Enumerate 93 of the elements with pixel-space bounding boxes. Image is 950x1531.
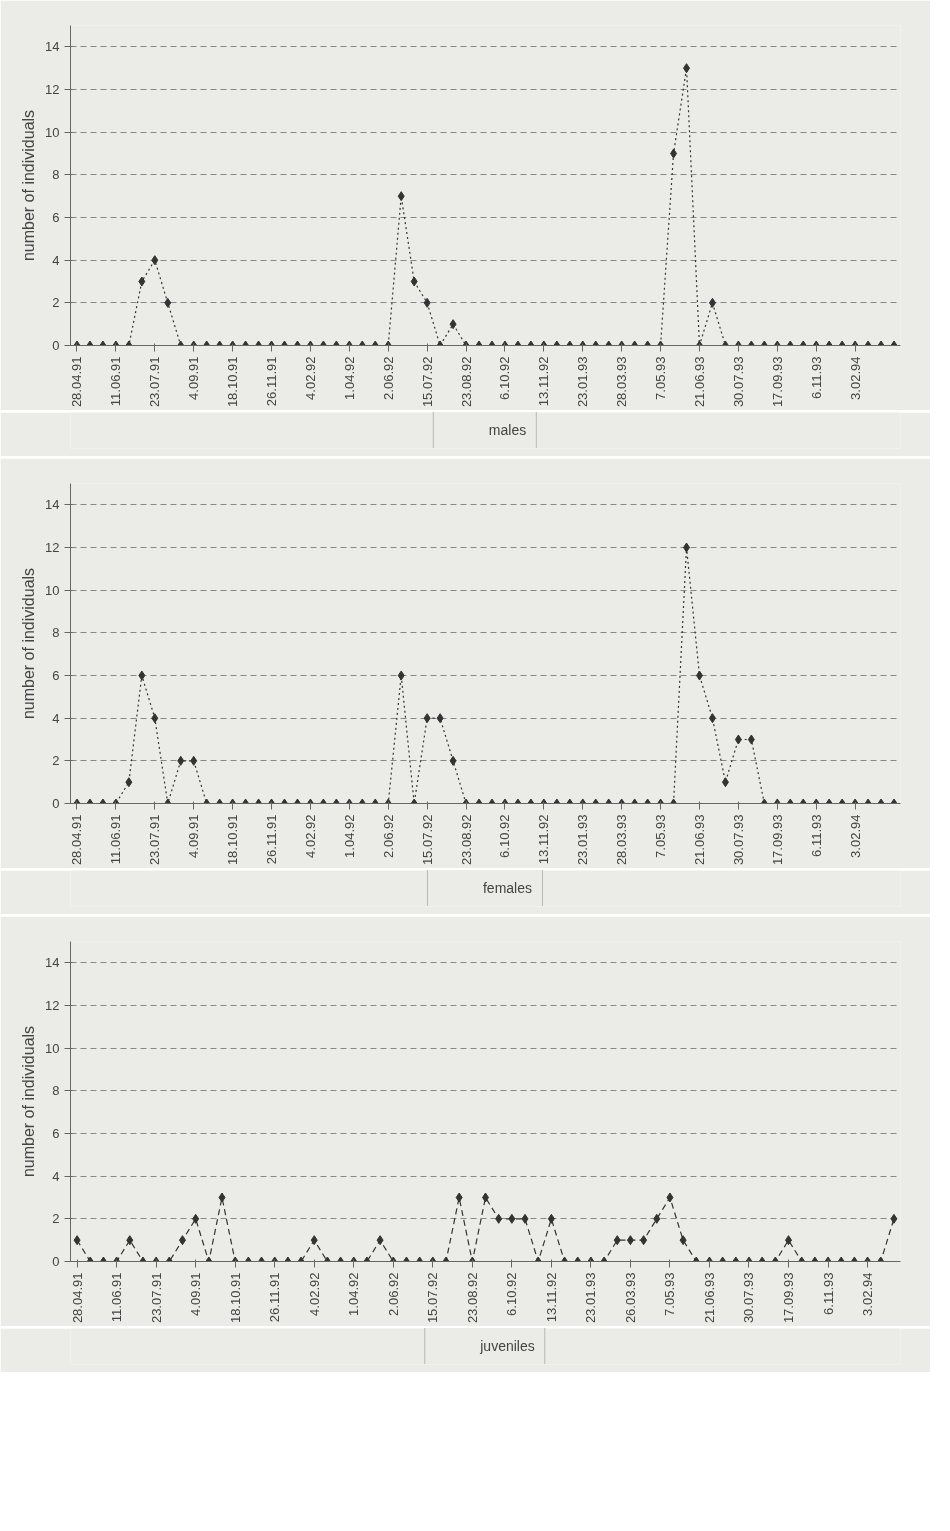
x-tick-label: 17.09.93: [769, 814, 785, 866]
x-tick-label: 17.09.93: [769, 356, 785, 408]
x-tick-label: 28.03.93: [614, 356, 630, 408]
x-tick-label: 4.09.91: [186, 356, 202, 400]
x-tick-label: 4.02.92: [302, 814, 318, 858]
y-tick-label: 4: [52, 252, 60, 268]
x-tick-label: 7.05.93: [662, 1272, 678, 1316]
y-tick-label: 10: [45, 582, 60, 598]
x-tick-label: 23.01.93: [575, 356, 591, 408]
x-tick-label: 23.08.92: [458, 814, 474, 866]
x-tick-label: 11.06.91: [108, 356, 124, 407]
x-tick-label: 4.09.91: [188, 1272, 204, 1316]
x-tick-label: 11.06.91: [109, 1272, 125, 1323]
text: males: [488, 422, 527, 438]
x-tick-label: 28.03.93: [614, 814, 630, 866]
x-tick-label: 18.10.91: [225, 814, 241, 866]
x-tick-label: 17.09.93: [781, 1272, 797, 1324]
y-tick-label: 12: [45, 82, 60, 97]
x-tick-label: 23.08.92: [458, 356, 474, 408]
x-tick-label: 21.06.93: [691, 356, 707, 408]
y-tick-label: 8: [52, 167, 60, 183]
y-tick-label: 6: [52, 1126, 60, 1141]
x-tick-label: 6.11.93: [820, 1272, 836, 1315]
x-tick-label: 4.02.92: [302, 356, 318, 400]
x-tick-label: 26.03.93: [622, 1272, 638, 1324]
y-tick-label: 0: [52, 338, 60, 353]
x-tick-label: 26.11.91: [264, 356, 280, 407]
x-tick-label: 23.07.91: [147, 356, 163, 408]
x-tick-label: 30.07.93: [730, 814, 746, 866]
x-tick-label: 15.07.92: [425, 1272, 441, 1324]
y-tick-label: 0: [52, 796, 60, 811]
x-tick-label: 18.10.91: [225, 356, 241, 408]
x-tick-label: 26.11.91: [267, 1272, 283, 1323]
x-tick-label: 2.06.92: [385, 1272, 401, 1316]
x-tick-label: 2.06.92: [380, 814, 396, 858]
x-tick-label: 6.10.92: [504, 1272, 520, 1316]
x-tick-label: 23.07.91: [147, 814, 163, 866]
y-tick-label: 2: [52, 295, 60, 311]
y-axis-title: number of individuals: [20, 109, 38, 262]
x-tick-label: 13.11.92: [536, 356, 552, 407]
x-tick-label: 4.02.92: [306, 1272, 322, 1316]
x-tick-label: 26.11.91: [264, 814, 280, 865]
x-tick-label: 6.11.93: [808, 356, 824, 399]
x-tick-label: 28.04.91: [69, 356, 85, 408]
x-tick-label: 15.07.92: [419, 814, 435, 866]
x-tick-label: 3.02.94: [860, 1272, 876, 1316]
x-tick-label: 23.08.92: [464, 1272, 480, 1324]
y-tick-label: 0: [52, 1254, 60, 1269]
y-tick-label: 4: [52, 1168, 60, 1184]
y-tick-label: 10: [45, 124, 60, 140]
x-tick-label: 3.02.94: [847, 814, 863, 858]
x-tick-label: 1.04.92: [341, 814, 357, 858]
x-tick-label: 30.07.93: [730, 356, 746, 408]
y-tick-label: 10: [45, 1040, 60, 1056]
y-axis-title: number of individuals: [20, 567, 38, 720]
x-tick-label: 18.10.91: [227, 1272, 243, 1324]
y-axis-title: number of individuals: [20, 1025, 38, 1178]
x-tick-label: 21.06.93: [691, 814, 707, 866]
x-tick-label: 30.07.93: [741, 1272, 757, 1324]
x-tick-label: 13.11.92: [543, 1272, 559, 1323]
y-tick-label: 8: [52, 1083, 60, 1099]
y-tick-label: 14: [45, 955, 60, 971]
x-tick-label: 6.11.93: [808, 814, 824, 857]
x-tick-label: 21.06.93: [701, 1272, 717, 1324]
x-tick-label: 4.09.91: [186, 814, 202, 858]
y-tick-label: 2: [52, 1211, 60, 1227]
y-tick-label: 12: [45, 540, 60, 555]
x-tick-label: 3.02.94: [847, 356, 863, 400]
x-tick-label: 28.04.91: [69, 814, 85, 866]
x-tick-label: 1.04.92: [346, 1272, 362, 1316]
x-tick-label: 7.05.93: [653, 814, 669, 858]
y-tick-label: 4: [52, 710, 60, 726]
x-tick-label: 23.07.91: [148, 1272, 164, 1324]
x-tick-label: 1.04.92: [341, 356, 357, 400]
x-tick-label: 6.10.92: [497, 356, 513, 400]
x-tick-label: 11.06.91: [108, 814, 124, 865]
y-tick-label: 6: [52, 210, 60, 225]
y-tick-label: 14: [45, 39, 60, 55]
text: females: [482, 880, 533, 896]
y-tick-label: 12: [45, 998, 60, 1013]
x-tick-label: 2.06.92: [380, 356, 396, 400]
x-tick-label: 23.01.93: [575, 814, 591, 866]
x-tick-label: 6.10.92: [497, 814, 513, 858]
y-tick-label: 14: [45, 497, 60, 513]
x-tick-label: 23.01.93: [583, 1272, 599, 1324]
y-tick-label: 8: [52, 625, 60, 641]
x-tick-label: 7.05.93: [653, 356, 669, 400]
x-tick-label: 15.07.92: [419, 356, 435, 408]
x-tick-label: 13.11.92: [536, 814, 552, 865]
y-tick-label: 6: [52, 668, 60, 683]
y-tick-label: 2: [52, 753, 60, 769]
x-tick-label: 28.04.91: [69, 1272, 85, 1324]
text: juveniles: [480, 1338, 535, 1354]
